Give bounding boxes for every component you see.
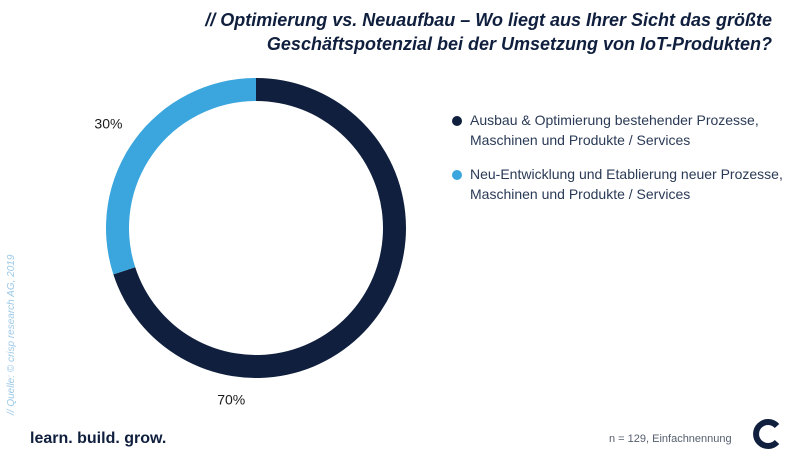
legend-item-optimierung: Ausbau & Optimierung bestehender Prozess… (452, 110, 792, 150)
legend-marker (452, 116, 462, 126)
chart-title: // Optimierung vs. Neuaufbau – Wo liegt … (152, 8, 772, 56)
footer-slogan: learn. build. grow. (30, 430, 167, 447)
donut-slice-neuentwicklung (105, 78, 256, 275)
chart-title-line-2: Geschäftspotenzial bei der Umsetzung von… (266, 34, 772, 54)
chart-legend: Ausbau & Optimierung bestehender Prozess… (452, 110, 792, 218)
data-label-optimierung: 70% (217, 391, 245, 407)
source-note: // Quelle: © crisp research AG, 2019 (6, 254, 17, 415)
chart-title-line-1: // Optimierung vs. Neuaufbau – Wo liegt … (205, 10, 772, 30)
legend-label-line-1: Neu-Entwicklung und Etablierung neuer Pr… (470, 166, 783, 182)
legend-label-line-1: Ausbau & Optimierung bestehender Prozess… (470, 112, 759, 128)
legend-label-line-2: Maschinen und Produkte / Services (470, 132, 691, 148)
data-label-neuentwicklung: 30% (94, 115, 122, 131)
crisp-logo-icon (753, 419, 780, 449)
legend-marker (452, 170, 462, 180)
sample-size-note: n = 129, Einfachnennung (609, 433, 732, 445)
legend-item-neuentwicklung: Neu-Entwicklung und Etablierung neuer Pr… (452, 164, 792, 204)
legend-label-line-2: Maschinen und Produkte / Services (470, 186, 691, 202)
